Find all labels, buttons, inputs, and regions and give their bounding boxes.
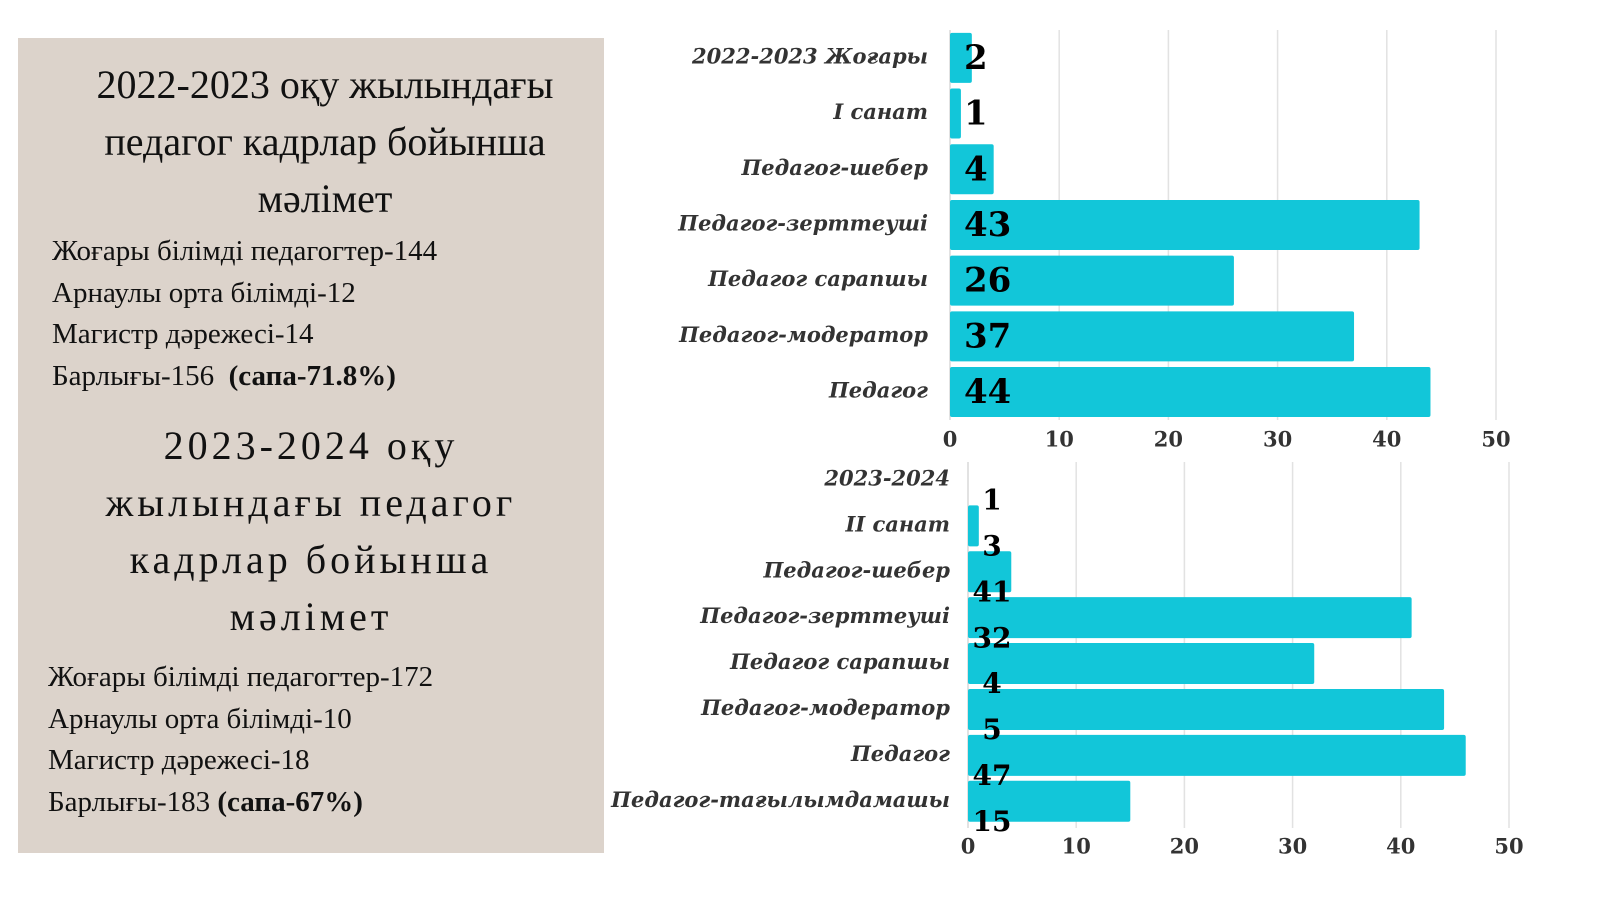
category-label: Педагог-модератор	[678, 322, 928, 347]
category-label: Педагог-шебер	[762, 557, 950, 582]
x-tick-label: 10	[1045, 427, 1074, 452]
category-label: І санат	[832, 99, 928, 124]
value-label: 37	[964, 316, 1011, 356]
panel-items: Жоғары білімді педагогтер-172 Арнаулы ор…	[48, 657, 604, 823]
annotation: 32	[973, 621, 1012, 654]
x-tick-label: 30	[1278, 834, 1307, 859]
item: Жоғары білімді педагогтер-172	[48, 661, 434, 693]
bar	[968, 734, 1466, 776]
info-panel: 2022-2023 оқу жылындағы педагог кадрлар …	[18, 38, 604, 853]
bar	[968, 505, 979, 547]
category-label: ІІ санат	[845, 511, 951, 536]
annotation: 3	[982, 529, 1001, 562]
item: Барлығы-156 (сапа-71.8%)	[52, 356, 604, 398]
item: Магистр дәрежесі-14	[52, 318, 314, 350]
annotation: 47	[973, 759, 1012, 792]
bar	[950, 88, 961, 139]
bar	[950, 311, 1355, 362]
annotation: 41	[973, 575, 1012, 608]
title-line: педагог кадрлар бойынша	[104, 119, 546, 164]
value-label: 1	[964, 94, 988, 134]
item: Барлығы-183 (сапа-67%)	[48, 782, 604, 824]
quality: (сапа-67%)	[217, 785, 363, 818]
annotation: 5	[982, 713, 1001, 746]
x-tick-label: 20	[1154, 427, 1183, 452]
bar	[968, 643, 1315, 685]
x-tick-label: 10	[1062, 834, 1091, 859]
bar	[950, 32, 972, 83]
title-line: жылындағы педагог	[105, 480, 517, 525]
value-label: 4	[964, 149, 988, 189]
item: Арнаулы орта білімді-12	[52, 276, 356, 309]
quality: (сапа-71.8%)	[228, 359, 396, 392]
annotation: 1	[982, 484, 1001, 517]
title-line: мәлімет	[229, 594, 393, 639]
item-text: Барлығы-183	[48, 785, 211, 818]
bar	[950, 367, 1431, 418]
title-line: 2023-2024 оқу	[163, 423, 459, 468]
category-label: Педагог-тағылымдамашы	[610, 787, 950, 812]
value-label: 44	[964, 372, 1011, 412]
category-label: Педагог сарапшы	[707, 266, 928, 291]
panel-items: Жоғары білімді педагогтер-144 Арнаулы ор…	[52, 231, 604, 397]
item: Жоғары білімді педагогтер-144	[52, 235, 438, 267]
category-label: Педагог-зерттеуші	[699, 603, 950, 628]
x-tick-label: 50	[1481, 427, 1510, 452]
value-label: 26	[964, 261, 1011, 301]
category-label: 2023-2024	[823, 465, 950, 490]
bar	[968, 780, 1131, 822]
value-label: 43	[964, 205, 1011, 245]
category-label: Педагог-модератор	[700, 695, 950, 720]
x-tick-label: 0	[961, 834, 976, 859]
annotation: 15	[973, 805, 1012, 838]
category-label: Педагог-зерттеуші	[677, 210, 928, 235]
item-text: Барлығы-156	[52, 359, 215, 392]
bar	[950, 144, 994, 195]
bar	[968, 597, 1412, 639]
annotation: 4	[982, 667, 1001, 700]
category-label: Педагог	[828, 378, 928, 403]
category-label: Педагог сарапшы	[729, 649, 950, 674]
category-label: Педагог-шебер	[740, 155, 928, 180]
x-tick-label: 40	[1372, 427, 1401, 452]
panel-title: 2023-2024 оқу жылындағы педагог кадрлар …	[18, 417, 604, 645]
bar	[968, 688, 1445, 730]
bar	[950, 199, 1420, 250]
title-line: кадрлар бойынша	[129, 537, 493, 582]
item: Арнаулы орта білімді-10	[48, 702, 352, 735]
bar	[968, 551, 1012, 593]
value-label: 2	[964, 38, 988, 78]
bar	[950, 255, 1234, 306]
x-tick-label: 30	[1263, 427, 1292, 452]
x-tick-label: 0	[943, 427, 958, 452]
x-tick-label: 50	[1494, 834, 1523, 859]
panel-title: 2022-2023 оқу жылындағы педагог кадрлар …	[46, 56, 604, 227]
category-label: Педагог	[850, 741, 950, 766]
x-tick-label: 40	[1386, 834, 1415, 859]
title-line: мәлімет	[257, 176, 393, 221]
title-line: 2022-2023 оқу жылындағы	[96, 62, 554, 107]
category-label: 2022-2023 Жоғары	[691, 43, 928, 68]
x-tick-label: 20	[1170, 834, 1199, 859]
item: Магистр дәрежесі-18	[48, 744, 310, 776]
